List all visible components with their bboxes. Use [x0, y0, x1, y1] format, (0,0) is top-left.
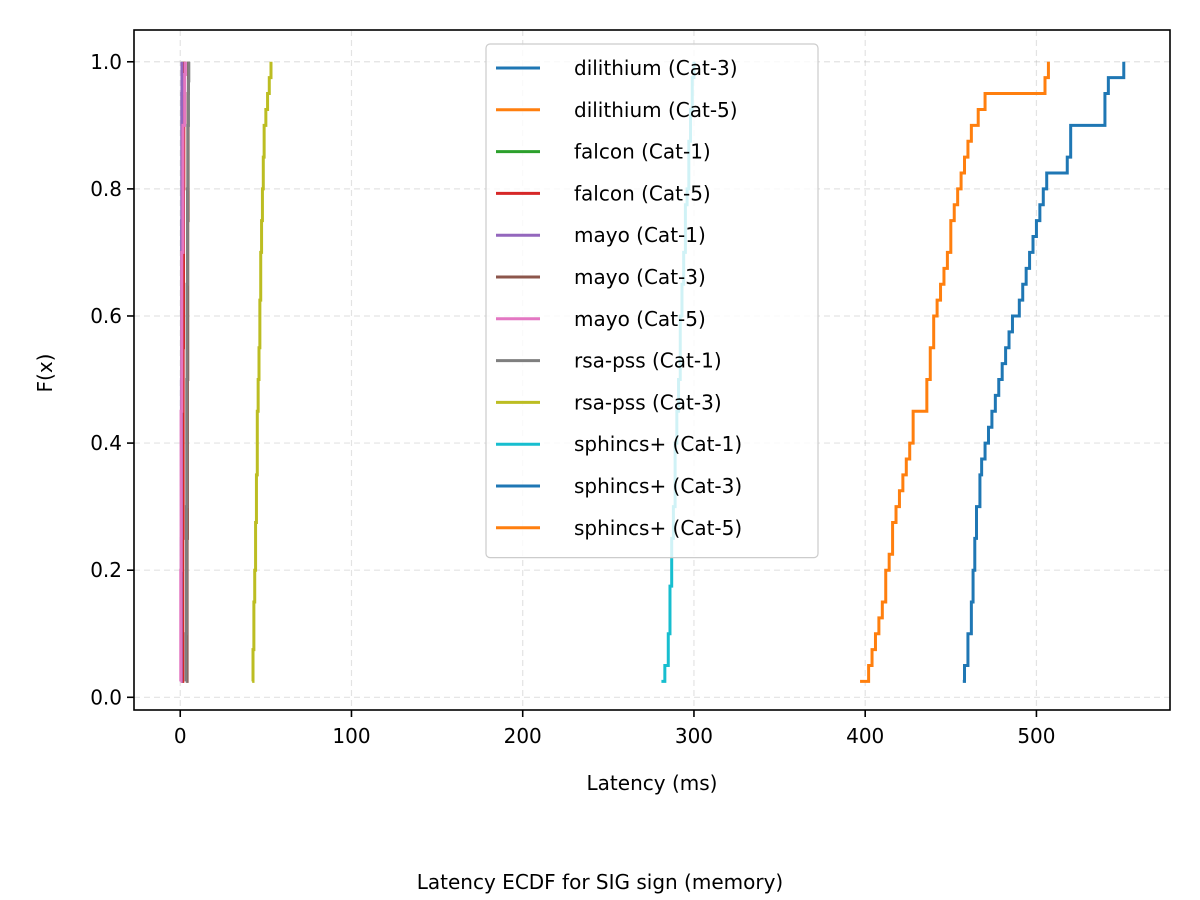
series-line-rsa-pss-cat-3: [251, 61, 273, 683]
y-tick-label: 1.0: [90, 50, 122, 74]
x-tick-label: 400: [846, 724, 884, 748]
plot-frame: [133, 29, 1171, 711]
x-tick-label: 300: [675, 724, 713, 748]
series-layer: [179, 61, 1126, 683]
legend: dilithium (Cat-3) dilithium (Cat-5) falcon…: [485, 43, 819, 559]
y-tick-label: 0.8: [90, 177, 122, 201]
series-line-mayo-cat-5: [179, 61, 187, 683]
x-tick-label: 200: [504, 724, 542, 748]
legend-entry-label: rsa-pss (Cat-3): [574, 390, 722, 414]
series-line-sphincs-cat-3: [962, 61, 1126, 683]
legend-entry-label: mayo (Cat-3): [574, 265, 706, 289]
series-line-sphincs-cat-5: [860, 61, 1050, 683]
legend-entry-label: falcon (Cat-1): [574, 140, 711, 164]
y-tick-label: 0.6: [90, 304, 122, 328]
y-tick-label: 0.0: [90, 685, 122, 709]
legend-entry-label: mayo (Cat-5): [574, 307, 706, 331]
legend-box: [485, 43, 819, 559]
y-tick-label: 0.4: [90, 431, 122, 455]
legend-entry-label: dilithium (Cat-5): [574, 98, 738, 122]
series-line-rsa-pss-cat-1: [184, 61, 191, 683]
y-axis-label: F(x): [33, 354, 57, 393]
x-tick-label: 0: [174, 724, 187, 748]
legend-entry-label: dilithium (Cat-3): [574, 56, 738, 80]
legend-entry-label: sphincs+ (Cat-3): [574, 474, 742, 498]
figure-caption: Latency ECDF for SIG sign (memory): [417, 870, 783, 894]
legend-entry-label: rsa-pss (Cat-1): [574, 349, 722, 373]
legend-entry-label: sphincs+ (Cat-5): [574, 516, 742, 540]
y-tick-label: 0.2: [90, 558, 122, 582]
legend-entry-label: sphincs+ (Cat-1): [574, 432, 742, 456]
legend-entry-label: mayo (Cat-1): [574, 223, 706, 247]
legend-entry-label: falcon (Cat-5): [574, 181, 711, 205]
x-axis-label: Latency (ms): [587, 771, 718, 795]
ticks: 0 100 200 300 400 500 0.0 0.2 0.4 0.6 0.8 1.0: [90, 50, 1055, 748]
x-tick-label: 100: [332, 724, 370, 748]
x-tick-label: 500: [1017, 724, 1055, 748]
